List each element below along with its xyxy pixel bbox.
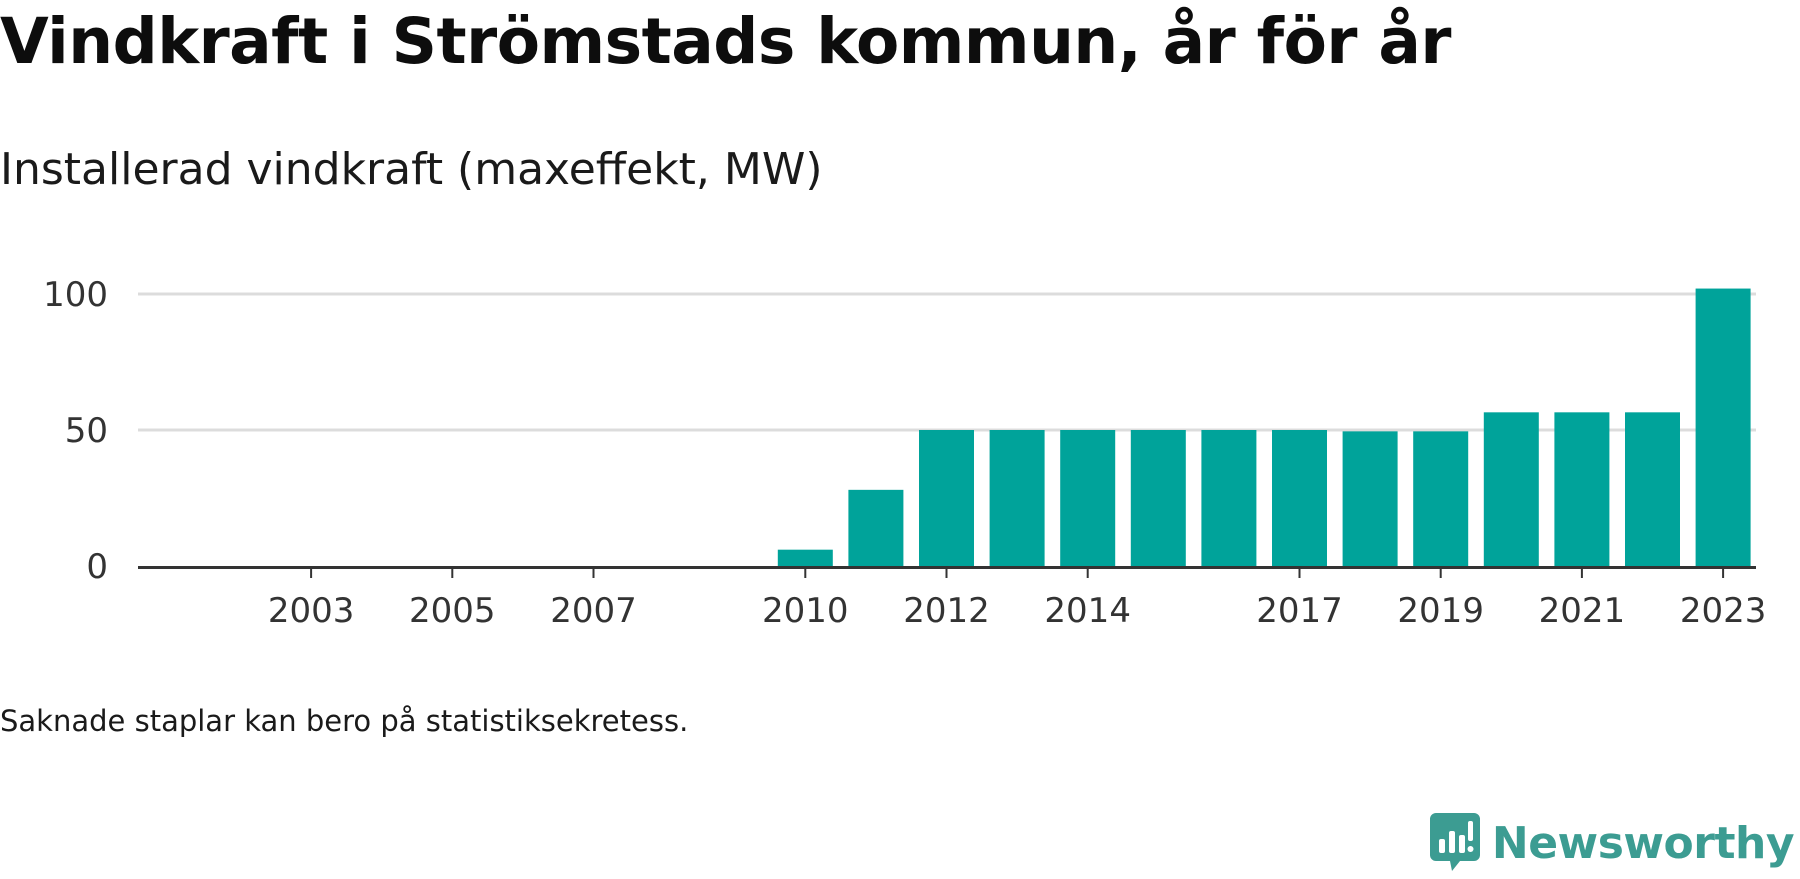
bar-2016: [1201, 430, 1257, 566]
bar-2011: [848, 489, 904, 566]
bar-2023: [1695, 288, 1751, 566]
x-tick-label: 2019: [1397, 591, 1484, 631]
bar-2017: [1272, 430, 1327, 566]
bar-2018: [1342, 431, 1398, 566]
y-tick-label: 100: [43, 275, 108, 315]
bar-2015: [1130, 430, 1186, 566]
newsworthy-logo-icon: [1429, 813, 1480, 871]
bars: [777, 288, 1751, 566]
y-tick-label: 50: [65, 411, 108, 451]
bar-2013: [989, 430, 1045, 566]
x-tick-label: 2017: [1256, 591, 1343, 631]
gridlines: [138, 292, 1756, 432]
y-tick-label: 0: [86, 547, 108, 587]
chart-title: Vindkraft i Strömstads kommun, år för år: [0, 5, 1451, 78]
bar-2021: [1554, 412, 1610, 566]
brand-logo: Newsworthy: [1429, 813, 1795, 873]
x-tick-label: 2010: [762, 591, 849, 631]
x-tick-label: 2014: [1044, 591, 1131, 631]
x-tick-label: 2003: [268, 591, 355, 631]
bar-2020: [1483, 412, 1539, 566]
x-tick-label: 2023: [1680, 591, 1767, 631]
x-axis-labels: 2003 2005 2007 2010 2012 2014 2017 2019 2021 2023: [268, 591, 1767, 631]
bar-2022: [1625, 412, 1680, 566]
x-tick-label: 2012: [903, 591, 990, 631]
bar-2014: [1060, 430, 1116, 566]
y-axis-labels: 0 50 100: [43, 275, 108, 587]
x-tick-label: 2007: [550, 591, 637, 631]
chart-subtitle: Installerad vindkraft (maxeffekt, MW): [0, 144, 823, 195]
brand-name: Newsworthy: [1491, 817, 1795, 869]
bar-2012: [919, 430, 974, 566]
x-tick-label: 2005: [409, 591, 496, 631]
x-axis: [138, 566, 1756, 578]
footnote: Saknade staplar kan bero på statistiksek…: [0, 704, 689, 738]
bar-2010: [777, 549, 833, 566]
x-tick-label: 2021: [1539, 591, 1626, 631]
bar-2019: [1413, 431, 1469, 566]
